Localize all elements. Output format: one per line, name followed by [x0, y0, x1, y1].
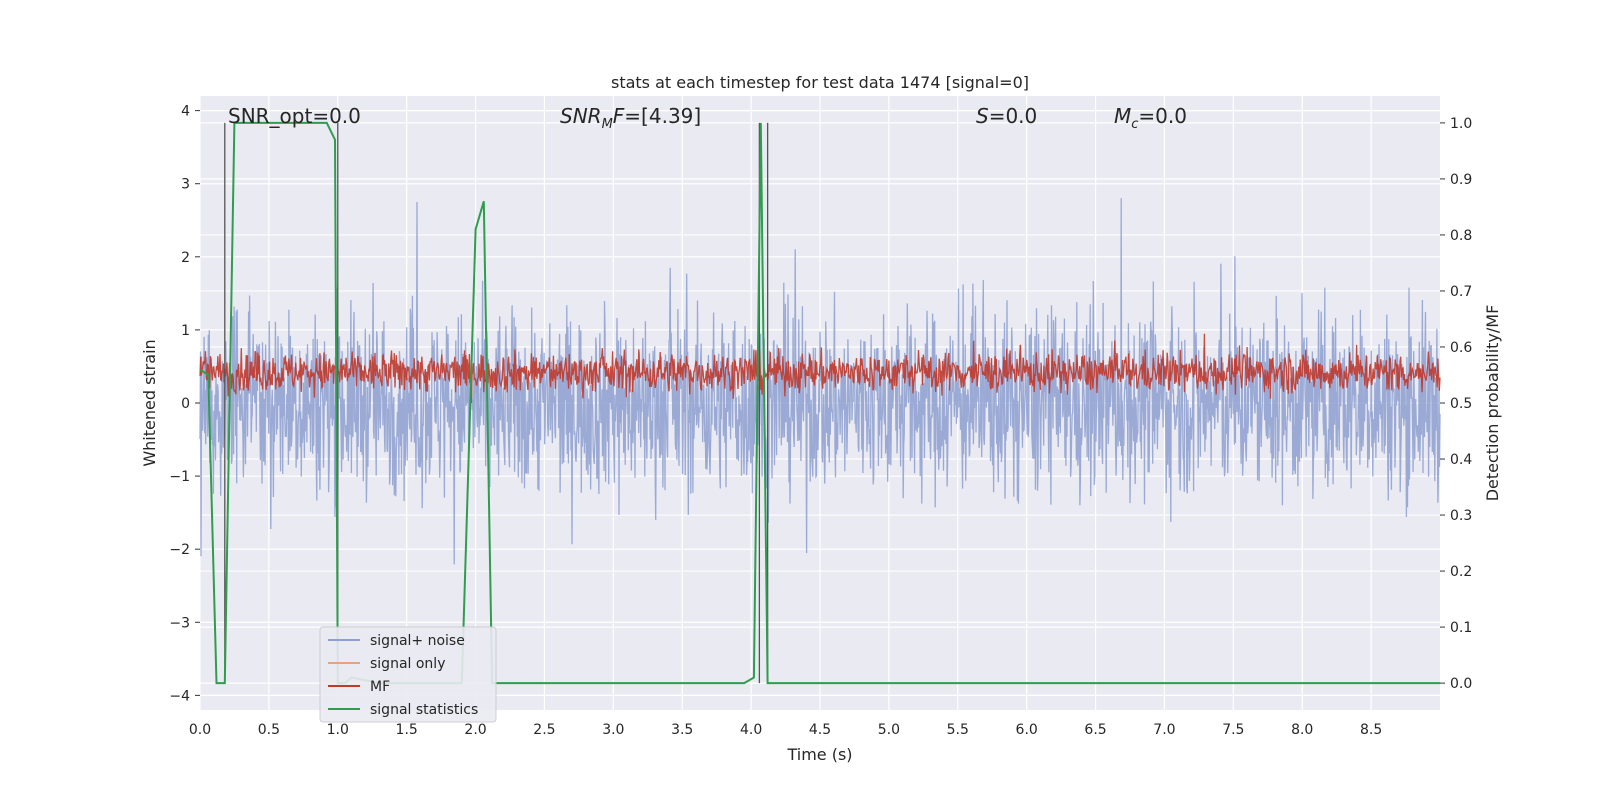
y-tick-label: 2	[181, 250, 190, 266]
y-tick-label: −2	[169, 542, 190, 558]
x-tick-label: 5.5	[947, 722, 969, 738]
x-tick-label: 2.5	[533, 722, 555, 738]
y2-tick-label: 0.9	[1450, 172, 1472, 188]
x-tick-label: 4.0	[740, 722, 762, 738]
chart-title: stats at each timestep for test data 147…	[611, 73, 1029, 92]
x-tick-label: 3.0	[602, 722, 624, 738]
y-tick-label: −4	[169, 688, 190, 704]
y2-tick-label: 0.4	[1450, 452, 1472, 468]
x-tick-label: 4.5	[809, 722, 831, 738]
x-tick-label: 7.0	[1153, 722, 1175, 738]
y-tick-label: −3	[169, 615, 190, 631]
y-axis-label: Whitened strain	[140, 339, 159, 466]
x-tick-label: 8.5	[1360, 722, 1382, 738]
y-axis-left: 4 3 2 1 0 −1 −2 −3 −4	[169, 104, 200, 704]
y2-axis-label: Detection probability/MF	[1483, 305, 1502, 502]
y2-tick-label: 0.6	[1450, 340, 1472, 356]
x-tick-label: 3.5	[671, 722, 693, 738]
x-tick-label: 6.5	[1084, 722, 1106, 738]
y-tick-label: 4	[181, 104, 190, 120]
annotation-s: S=0.0	[976, 104, 1037, 128]
x-tick-label: 2.0	[464, 722, 486, 738]
x-tick-label: 0.0	[189, 722, 211, 738]
x-tick-label: 1.5	[396, 722, 418, 738]
y2-tick-label: 0.7	[1450, 284, 1472, 300]
y-tick-label: −1	[169, 469, 190, 485]
y2-tick-label: 0.0	[1450, 676, 1472, 692]
legend-box	[319, 626, 497, 723]
legend-label-signal-statistics: signal statistics	[370, 702, 478, 718]
x-axis: 0.0 0.5 1.0 1.5 2.0 2.5 3.0 3.5 4.0 4.5 5.0 5.5 6.0 6…	[189, 722, 1382, 738]
y2-tick-label: 0.5	[1450, 396, 1472, 412]
legend-label-mf: MF	[370, 679, 390, 695]
x-tick-label: 6.0	[1016, 722, 1038, 738]
series-mf-line	[199, 333, 1441, 404]
series-layer	[199, 121, 1441, 685]
y2-tick-label: 0.2	[1450, 564, 1472, 580]
x-tick-label: 0.5	[258, 722, 280, 738]
x-axis-label: Time (s)	[786, 745, 852, 764]
x-tick-label: 5.0	[878, 722, 900, 738]
x-tick-label: 1.0	[327, 722, 349, 738]
legend: signal+ noise signal only MF signal stat…	[319, 626, 497, 723]
y-tick-label: 1	[181, 323, 190, 339]
y-tick-label: 3	[181, 177, 190, 193]
y2-tick-label: 0.3	[1450, 508, 1472, 524]
annotation-snr-opt: SNR_opt=0.0	[228, 104, 361, 128]
y2-tick-label: 0.1	[1450, 620, 1472, 636]
legend-label-signal-only: signal only	[370, 656, 445, 672]
y-tick-label: 0	[181, 396, 190, 412]
annotation-mc: Mc=0.0	[1114, 104, 1187, 132]
x-tick-label: 7.5	[1222, 722, 1244, 738]
y2-tick-label: 0.8	[1450, 228, 1472, 244]
y-axis-right: 1.0 0.9 0.8 0.7 0.6 0.5 0.4 0.3 0.2 0.1 0.0	[1440, 116, 1472, 692]
legend-label-signal-noise: signal+ noise	[370, 633, 465, 649]
annotation-snr-mf: SNRMF=[4.39]	[560, 104, 701, 132]
x-tick-label: 8.0	[1291, 722, 1313, 738]
series-signal-noise-line	[199, 198, 1441, 565]
y2-tick-label: 1.0	[1450, 116, 1472, 132]
series-signal-statistics-line	[199, 121, 1440, 685]
